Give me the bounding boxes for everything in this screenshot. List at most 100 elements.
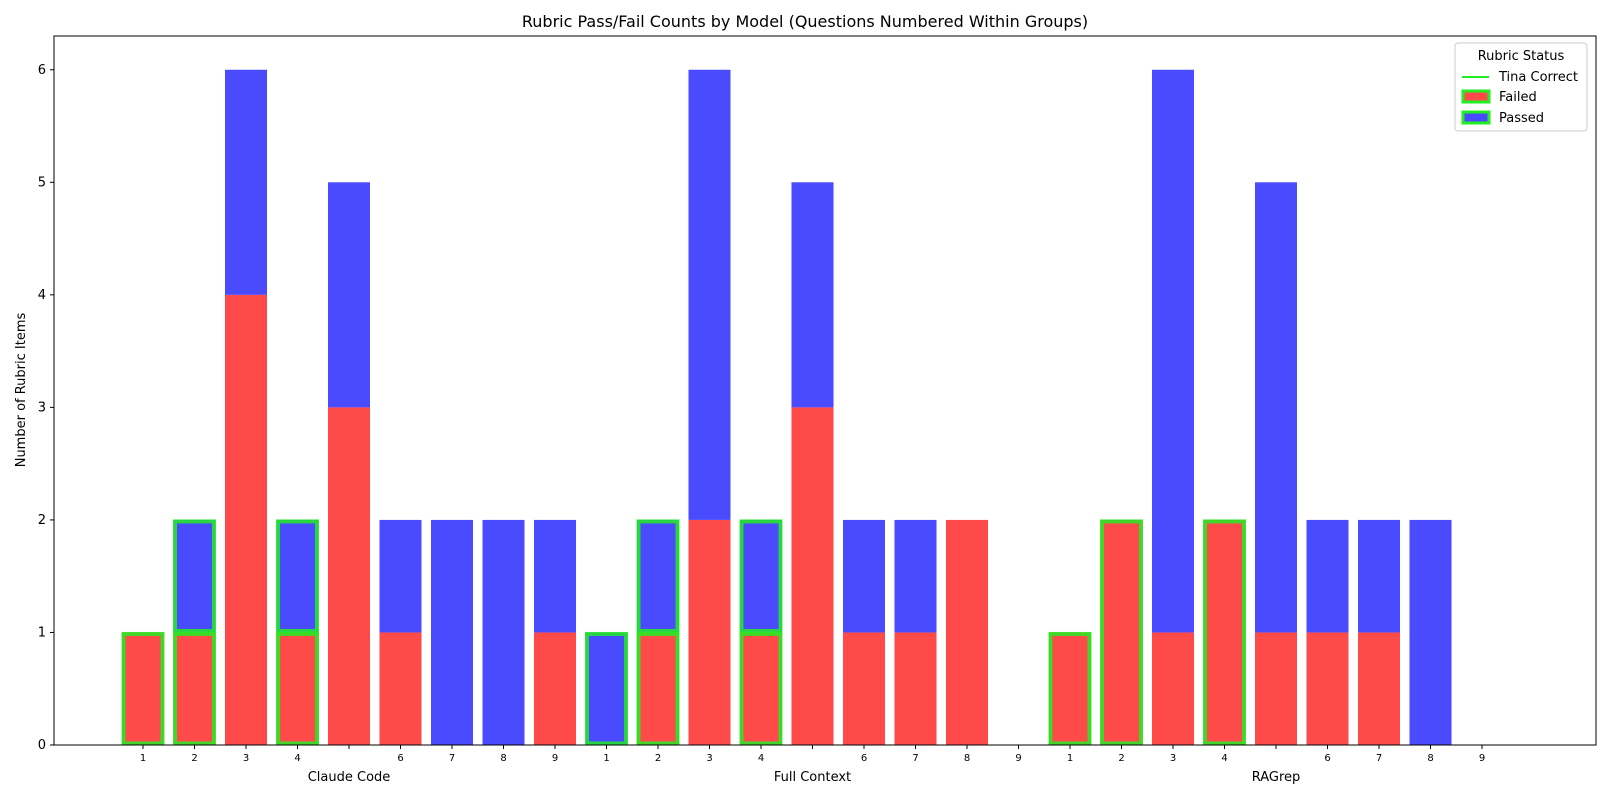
bar-failed — [843, 632, 885, 745]
x-tick-label: 1 — [140, 753, 146, 764]
tina-correct-outline — [173, 519, 216, 633]
bar-failed — [1203, 519, 1246, 745]
bar-passed — [1306, 519, 1349, 633]
x-tick-label: 3 — [1170, 753, 1176, 764]
bar-failed — [328, 407, 370, 745]
bar-passed — [688, 69, 731, 520]
bar-passed — [637, 519, 679, 633]
bar-passed — [843, 519, 885, 633]
legend-passed-swatch — [1461, 110, 1491, 125]
bar-passed — [379, 519, 422, 633]
tina-correct-outline — [1048, 631, 1092, 746]
y-tick-label: 2 — [38, 513, 46, 528]
x-tick-label: 1 — [603, 753, 609, 764]
legend-box — [1454, 42, 1588, 132]
x-tick-label: 4 — [758, 753, 764, 764]
tina-correct-outline — [121, 631, 165, 746]
legend-failed-swatch — [1461, 89, 1491, 104]
y-tick-label: 5 — [38, 175, 46, 190]
x-tick-label: 1 — [1067, 753, 1073, 764]
y-tick-label: 3 — [38, 400, 46, 415]
legend-tina-correct-label: Tina Correct — [1498, 70, 1578, 85]
bar-failed — [534, 632, 576, 745]
bar-failed — [276, 632, 319, 745]
x-axis: 1 2 3 4 6 7 8 9 Claude Code 1 2 3 4 6 7 8 9 Full Context 1… — [140, 745, 1485, 785]
bar-passed — [276, 519, 319, 633]
x-tick-label: 9 — [1015, 753, 1021, 764]
bar-failed — [791, 407, 834, 745]
x-tick-label: 4 — [1221, 753, 1227, 764]
legend: Rubric Status Tina Correct Failed Passed — [1454, 42, 1588, 132]
bar-failed — [225, 294, 267, 745]
x-tick-label: 3 — [706, 753, 712, 764]
bar-failed — [740, 632, 782, 745]
bar-failed — [894, 632, 937, 745]
tina-correct-outline — [585, 631, 628, 746]
x-tick-label: 2 — [191, 753, 197, 764]
bar-failed — [1306, 632, 1349, 745]
tina-correct-outline — [1203, 519, 1246, 746]
bar-passed — [431, 519, 473, 745]
y-tick-label: 6 — [38, 63, 46, 78]
tina-correct-outline — [636, 631, 680, 746]
x-tick-label: 6 — [1324, 753, 1330, 764]
x-tick-label: 8 — [500, 753, 506, 764]
y-tick-label: 0 — [38, 738, 46, 753]
bar-passed — [328, 182, 370, 408]
bar-failed — [688, 519, 731, 745]
bar-failed — [1358, 632, 1400, 745]
plot-frame — [53, 35, 1597, 746]
x-tick-label: 7 — [449, 753, 455, 764]
x-tick-label: 4 — [294, 753, 300, 764]
tina-correct-outline — [739, 631, 783, 746]
x-tick-label: 6 — [861, 753, 867, 764]
y-axis: 0 1 2 3 4 5 6 — [38, 63, 54, 753]
bar-passed — [1409, 519, 1452, 745]
tina-correct-outline — [173, 631, 216, 746]
x-tick-label: 2 — [655, 753, 661, 764]
x-tick-label: 7 — [912, 753, 918, 764]
y-tick-label: 1 — [38, 625, 46, 640]
bar-passed — [1255, 182, 1297, 633]
bar-passed — [791, 182, 834, 408]
bar-passed — [173, 519, 216, 633]
x-tick-label: 6 — [397, 753, 403, 764]
bar-passed — [1358, 519, 1400, 633]
bar-failed — [122, 632, 164, 745]
tina-correct-outline — [739, 519, 783, 633]
bar-passed — [225, 69, 267, 295]
x-tick-label: 8 — [1427, 753, 1433, 764]
tina-correct-outline — [276, 631, 319, 746]
y-tick-label: 4 — [38, 288, 46, 303]
bar-failed — [946, 519, 988, 745]
bar-passed — [1152, 69, 1194, 633]
x-tick-label: 2 — [1118, 753, 1124, 764]
chart-title: Rubric Pass/Fail Counts by Model (Questi… — [522, 12, 1088, 31]
legend-failed-label: Failed — [1499, 90, 1537, 105]
bars-layer — [121, 69, 1452, 746]
bar-failed — [637, 632, 679, 745]
bar-passed — [482, 519, 525, 745]
x-tick-label: 8 — [964, 753, 970, 764]
bar-passed — [740, 519, 782, 633]
bar-failed — [1049, 632, 1091, 745]
bar-passed — [534, 519, 576, 633]
bar-passed — [585, 632, 628, 745]
bar-passed — [894, 519, 937, 633]
group-label: Claude Code — [308, 770, 391, 785]
x-tick-label: 9 — [552, 753, 558, 764]
x-tick-label: 3 — [243, 753, 249, 764]
tina-correct-outline — [636, 519, 680, 633]
x-tick-label: 9 — [1479, 753, 1485, 764]
legend-passed-label: Passed — [1499, 111, 1544, 126]
group-label: RAGrep — [1252, 770, 1301, 785]
bar-failed — [1152, 632, 1194, 745]
y-axis-label: Number of Rubric Items — [14, 312, 29, 467]
x-tick-label: 7 — [1376, 753, 1382, 764]
bar-failed — [379, 632, 422, 745]
bar-failed — [173, 632, 216, 745]
group-label: Full Context — [774, 770, 851, 785]
tina-correct-outline — [276, 519, 319, 633]
bar-failed — [1255, 632, 1297, 745]
